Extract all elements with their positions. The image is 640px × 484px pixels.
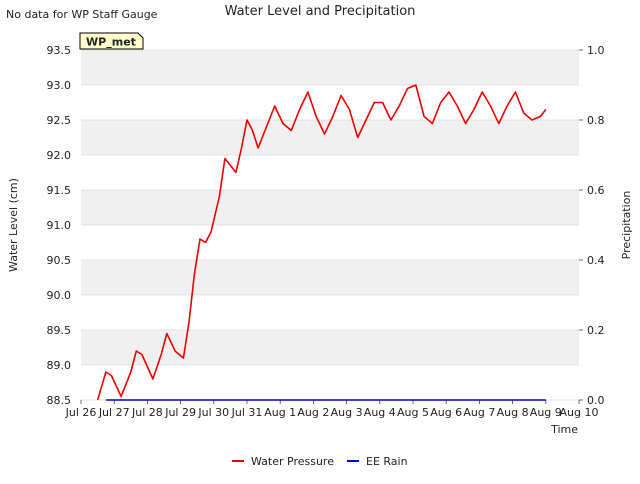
x-tick-label: Jul 30 [197,406,229,419]
x-tick-label: Aug 7 [463,406,495,419]
y2-tick-label: 1.0 [587,44,605,57]
gridlines [81,49,579,401]
x-axis-label: Time [550,423,578,436]
y-tick-label: 91.0 [47,219,72,232]
station-badge: WP_met [79,32,144,50]
y-tick-label: 92.0 [47,149,72,162]
x-tick-label: Aug 5 [397,406,429,419]
y2-axis-label: Precipitation [620,191,633,260]
x-tick-label: Jul 27 [98,406,130,419]
x-tick-label: Jul 29 [164,406,196,419]
x-tick-label: Aug 8 [497,406,529,419]
background-band [81,120,579,155]
y-tick-label: 88.5 [47,394,72,407]
legend-item-ee-rain: EE Rain [347,455,408,468]
y2-tick-label: 0.8 [587,114,605,127]
legend-label: Water Pressure [251,455,334,468]
chart-title: Water Level and Precipitation [225,4,416,19]
x-tick-label: Aug 2 [297,406,329,419]
y2-tick-label: 0.4 [587,254,605,267]
y2-tick-label: 0.2 [587,324,605,337]
y-tick-label: 93.0 [47,79,72,92]
y-axis-label: Water Level (cm) [7,178,20,272]
x-tick-label: Aug 1 [264,406,296,419]
x-tick-label: Aug 3 [331,406,363,419]
x-tick-label: Aug 6 [430,406,462,419]
water-pressure-series-line [96,84,547,401]
right-axis-ticks: 0.0 0.2 0.4 0.6 0.8 1.0 [579,44,605,407]
x-tick-label: Jul 28 [131,406,163,419]
legend-item-water-pressure: Water Pressure [232,455,334,468]
background-band [81,330,579,365]
legend: Water Pressure EE Rain [232,455,408,468]
background-band [81,190,579,225]
background-bands [81,50,579,365]
y2-tick-label: 0.0 [587,394,605,407]
x-tick-label: Aug 10 [560,406,599,419]
y-tick-label: 90.5 [47,254,72,267]
x-tick-label: Aug 4 [364,406,396,419]
x-tick-label: Jul 31 [231,406,263,419]
left-axis-ticks: 88.5 89.0 89.5 90.0 90.5 91.0 91.5 92.0 92.5 93.0… [47,44,72,407]
legend-label: EE Rain [366,455,408,468]
y2-tick-label: 0.6 [587,184,605,197]
y-tick-label: 93.5 [47,44,72,57]
background-band [81,50,579,85]
y-tick-label: 90.0 [47,289,72,302]
no-data-note: No data for WP Staff Gauge [6,8,158,21]
x-tick-label: Jul 26 [65,406,97,419]
x-tick-label: Aug 9 [530,406,562,419]
y-tick-label: 89.0 [47,359,72,372]
x-axis-ticks: Jul 26 Jul 27 Jul 28 Jul 29 Jul 30 Jul 31 Aug … [65,400,599,419]
y-tick-label: 89.5 [47,324,72,337]
background-band [81,260,579,295]
badge-shape [79,32,144,50]
y-tick-label: 91.5 [47,184,72,197]
y-tick-label: 92.5 [47,114,72,127]
badge-label: WP_met [86,36,136,49]
